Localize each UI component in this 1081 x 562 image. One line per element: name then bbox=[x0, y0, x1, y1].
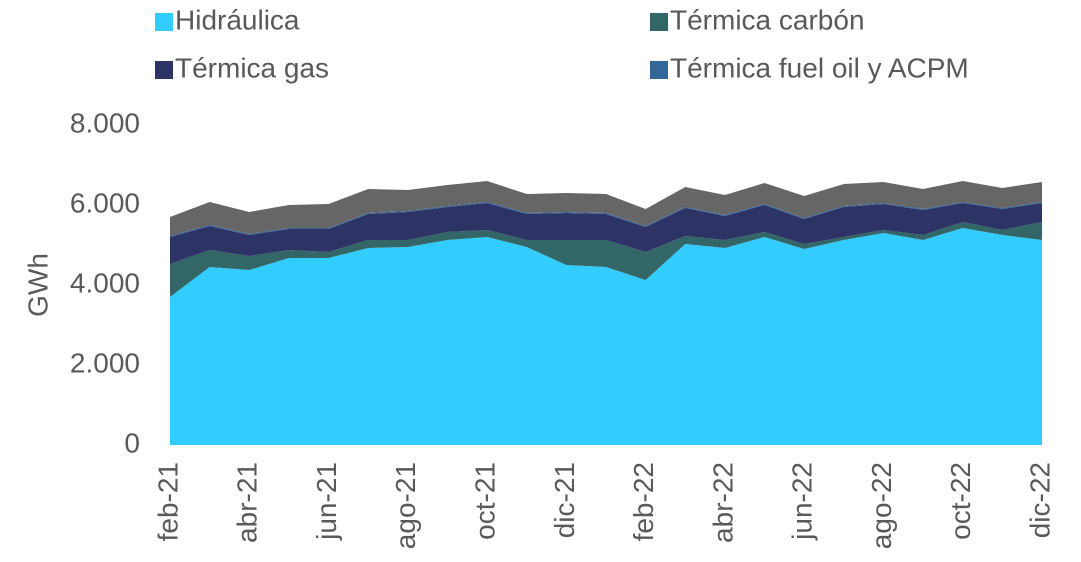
x-tick-label: jun-21 bbox=[311, 462, 342, 541]
area bbox=[170, 203, 1042, 264]
legend-swatch bbox=[650, 61, 668, 79]
legend-label: Térmica carbón bbox=[670, 4, 865, 35]
x-tick-label: abr-21 bbox=[232, 462, 263, 543]
area bbox=[170, 202, 1042, 237]
y-tick-label: 0 bbox=[124, 427, 140, 458]
x-tick-label: oct-22 bbox=[945, 462, 976, 540]
x-tick-label: feb-21 bbox=[152, 462, 183, 541]
x-tick-label: oct-21 bbox=[469, 462, 500, 540]
x-tick-label: dic-22 bbox=[1024, 462, 1055, 538]
legend-swatch bbox=[650, 13, 668, 31]
y-tick-label: 8.000 bbox=[70, 107, 140, 138]
y-tick-label: 6.000 bbox=[70, 187, 140, 218]
y-tick-label: 4.000 bbox=[70, 267, 140, 298]
x-tick-label: feb-22 bbox=[628, 462, 659, 541]
x-tick-label: ago-22 bbox=[866, 462, 897, 549]
area bbox=[170, 222, 1042, 297]
area bbox=[170, 181, 1042, 236]
legend-swatch bbox=[155, 13, 173, 31]
legend-label: Térmica gas bbox=[175, 52, 329, 83]
y-axis-label: GWh bbox=[22, 253, 53, 317]
legend-swatch bbox=[155, 61, 173, 79]
x-tick-label: jun-22 bbox=[787, 462, 818, 541]
legend-label: Hidráulica bbox=[175, 4, 300, 35]
x-tick-label: ago-21 bbox=[390, 462, 421, 549]
y-tick-label: 2.000 bbox=[70, 347, 140, 378]
x-tick-label: dic-21 bbox=[549, 462, 580, 538]
legend-label: Térmica fuel oil y ACPM bbox=[670, 52, 969, 83]
x-tick-label: abr-22 bbox=[707, 462, 738, 543]
area bbox=[170, 228, 1042, 445]
